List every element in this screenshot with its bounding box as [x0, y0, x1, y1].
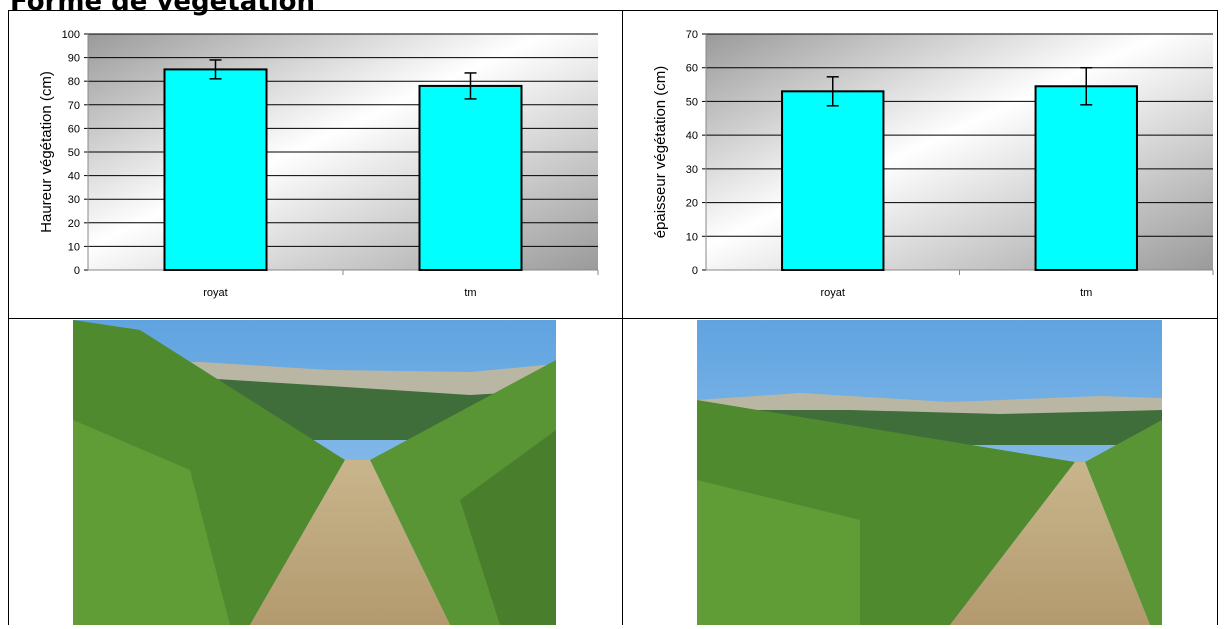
- y-tick-label: 0: [74, 265, 80, 277]
- y-tick-label: 70: [686, 29, 698, 41]
- error-bar: [464, 72, 477, 100]
- page-title: Forme de végétation: [10, 0, 315, 17]
- error-bar: [826, 76, 839, 107]
- bar: [418, 84, 523, 271]
- table-border: [8, 10, 1218, 629]
- y-axis-label: Haureur végétation (cm): [38, 71, 55, 233]
- x-tick-label: royat: [203, 287, 227, 299]
- y-tick-label: 80: [68, 76, 80, 88]
- bar: [1034, 85, 1138, 271]
- y-tick-label: 30: [68, 194, 80, 206]
- x-tick-label: royat: [821, 287, 845, 299]
- y-tick-label: 50: [68, 147, 80, 159]
- y-tick-label: 0: [692, 265, 698, 277]
- x-tick-label: tm: [1080, 287, 1092, 299]
- y-tick-label: 100: [62, 29, 80, 41]
- y-tick-label: 60: [686, 63, 698, 75]
- bar: [163, 68, 268, 272]
- y-tick-label: 20: [68, 218, 80, 230]
- vineyard-photo: [73, 320, 556, 625]
- y-tick-label: 20: [686, 198, 698, 210]
- y-tick-label: 40: [686, 130, 698, 142]
- x-tick-label: tm: [464, 287, 476, 299]
- y-tick-label: 50: [686, 96, 698, 108]
- y-tick-label: 40: [68, 171, 80, 183]
- y-tick-label: 90: [68, 53, 80, 65]
- error-bar: [209, 59, 222, 80]
- y-tick-label: 10: [68, 241, 80, 253]
- y-tick-label: 10: [686, 231, 698, 243]
- bar: [781, 90, 885, 271]
- y-axis-label: épaisseur végétation (cm): [652, 66, 669, 239]
- vineyard-photo: [697, 320, 1162, 625]
- error-bar: [1080, 66, 1093, 106]
- y-tick-label: 60: [68, 123, 80, 135]
- y-tick-label: 30: [686, 164, 698, 176]
- y-tick-label: 70: [68, 100, 80, 112]
